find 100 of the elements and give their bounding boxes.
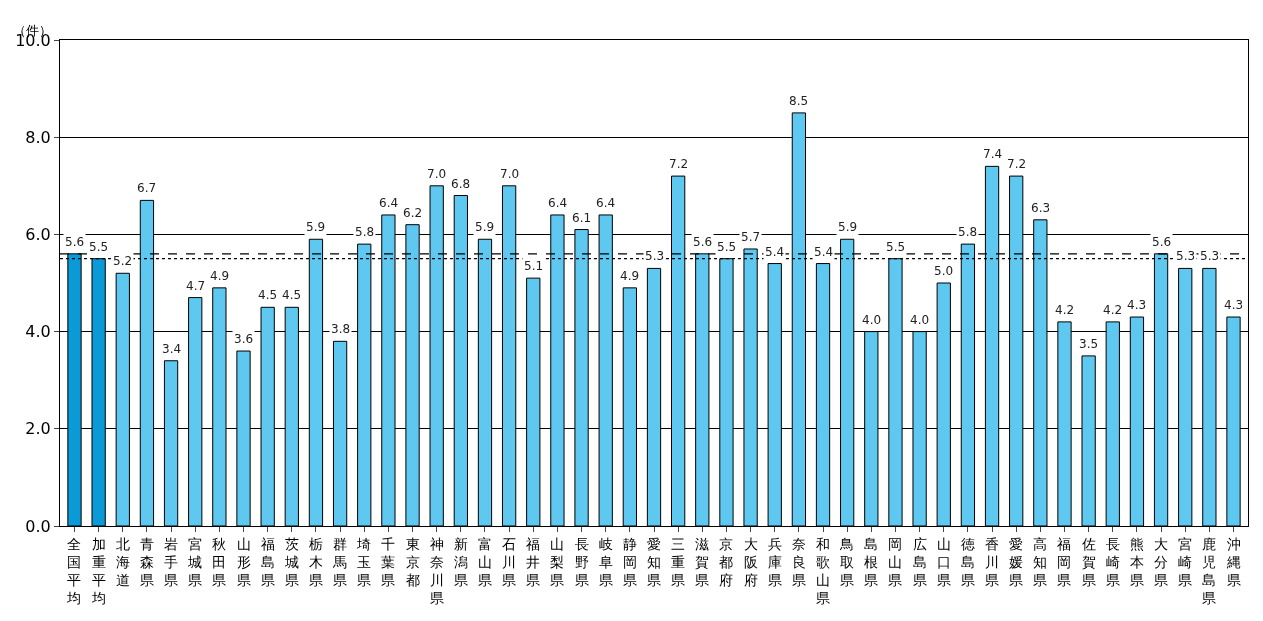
data-label: 5.5 [886, 240, 906, 254]
data-label: 6.2 [403, 206, 423, 220]
data-label: 5.1 [524, 259, 544, 273]
data-label: 7.0 [500, 167, 520, 181]
data-label: 7.2 [669, 157, 689, 171]
x-tick-label: 広島県 [912, 535, 927, 589]
x-tick-label: 岩手県 [164, 535, 179, 589]
y-tick-label: 8.0 [25, 127, 51, 147]
x-tick-label: 山形県 [236, 535, 251, 589]
y-tick-label: 0.0 [25, 516, 51, 536]
data-label: 7.4 [983, 147, 1003, 161]
data-label: 6.7 [137, 181, 157, 195]
data-label: 4.2 [1055, 303, 1075, 317]
x-tick-label: 石川県 [502, 535, 517, 589]
x-tick-label: 鹿児島県 [1202, 535, 1217, 607]
x-tick-label: 埼玉県 [356, 535, 372, 589]
data-label: 4.2 [1103, 303, 1123, 317]
x-tick-label: 奈良県 [791, 535, 806, 589]
data-label: 6.3 [1031, 201, 1051, 215]
x-tick-label: 群馬県 [332, 535, 348, 589]
data-label: 5.5 [717, 240, 737, 254]
x-tick-label: 熊本県 [1129, 535, 1144, 589]
x-tick-label: 富山県 [477, 535, 492, 589]
x-tick-label: 青森県 [139, 535, 154, 589]
data-label: 4.0 [862, 313, 882, 327]
data-label: 5.4 [765, 245, 785, 259]
data-label: 5.7 [741, 230, 761, 244]
data-label: 5.6 [1152, 235, 1172, 249]
x-tick-label: 神奈川県 [429, 535, 444, 607]
x-tick-label: 兵庫県 [767, 535, 782, 589]
x-tick-label: 沖縄県 [1225, 535, 1241, 589]
x-tick-label: 京都府 [719, 535, 734, 589]
x-tick-label: 滋賀県 [695, 535, 710, 589]
x-tick-label: 山梨県 [550, 535, 565, 589]
data-label: 4.0 [910, 313, 930, 327]
x-tick-label: 加重平均 [90, 535, 106, 607]
data-label: 4.9 [620, 269, 640, 283]
data-label: 5.4 [814, 245, 834, 259]
x-tick-label: 福島県 [260, 535, 275, 589]
data-label: 5.9 [306, 220, 326, 234]
x-tick-label: 福岡県 [1057, 535, 1072, 589]
data-label: 5.8 [958, 225, 978, 239]
y-tick-label: 4.0 [25, 322, 51, 342]
x-tick-label: 三重県 [671, 535, 686, 589]
data-label: 5.3 [1200, 249, 1220, 263]
x-tick-label: 佐賀県 [1081, 535, 1096, 589]
x-tick-label: 秋田県 [212, 535, 227, 589]
y-tick-label: 2.0 [25, 419, 51, 439]
data-label: 5.6 [65, 235, 85, 249]
x-tick-label: 高知県 [1033, 535, 1048, 589]
x-tick-label: 宮崎県 [1178, 535, 1193, 589]
x-tick-label: 千葉県 [381, 535, 396, 589]
x-tick-label: 宮城県 [187, 535, 203, 589]
data-label: 4.3 [1127, 298, 1147, 312]
x-tick-label: 大阪府 [743, 535, 758, 589]
x-tick-label: 愛媛県 [1009, 535, 1024, 589]
data-label: 4.5 [258, 288, 278, 302]
x-tick-label: 鳥取県 [839, 535, 855, 589]
x-tick-label: 山口県 [936, 535, 951, 589]
x-tick-label: 岐阜県 [598, 535, 613, 589]
data-label: 4.5 [282, 288, 302, 302]
data-label: 3.4 [162, 342, 182, 356]
x-tick-label: 東京都 [405, 535, 420, 589]
x-tick-label: 栃木県 [308, 535, 323, 589]
data-label: 5.3 [645, 249, 665, 263]
data-label: 6.4 [548, 196, 568, 210]
data-label: 7.2 [1007, 157, 1027, 171]
data-label: 5.5 [89, 240, 109, 254]
data-label: 6.8 [451, 177, 471, 191]
data-label: 5.2 [113, 254, 133, 268]
data-label: 6.4 [596, 196, 616, 210]
x-tick-label: 静岡県 [622, 535, 637, 589]
data-label: 3.8 [331, 322, 351, 336]
x-tick-label: 愛知県 [647, 535, 661, 589]
x-tick-label: 北海道 [115, 535, 130, 589]
data-label: 4.7 [186, 279, 206, 293]
data-label: 4.9 [210, 269, 230, 283]
x-tick-label: 茨城県 [283, 535, 299, 589]
y-tick-label: 6.0 [25, 225, 51, 244]
x-tick-label: 徳島県 [960, 535, 975, 589]
data-label: 3.5 [1079, 337, 1099, 351]
x-tick-label: 島根県 [864, 535, 879, 589]
x-tick-label: 長野県 [574, 535, 589, 589]
x-tick-label: 全国平均 [66, 535, 82, 607]
data-label: 5.9 [475, 220, 495, 234]
data-label: 4.3 [1224, 298, 1244, 312]
x-tick-label: 福井県 [526, 535, 541, 589]
data-label: 6.1 [572, 211, 592, 225]
data-label: 5.8 [355, 225, 375, 239]
data-label: 7.0 [427, 167, 447, 181]
x-tick-label: 新潟県 [453, 535, 468, 589]
x-tick-label: 和歌山県 [816, 535, 831, 607]
data-label: 5.9 [838, 220, 858, 234]
x-tick-label: 香川県 [985, 535, 1000, 589]
data-label: 8.5 [789, 94, 809, 108]
data-label: 5.6 [693, 235, 713, 249]
x-tick-label: 岡山県 [888, 535, 903, 589]
data-label: 6.4 [379, 196, 399, 210]
data-label: 5.0 [934, 264, 954, 278]
data-label: 3.6 [234, 332, 254, 346]
